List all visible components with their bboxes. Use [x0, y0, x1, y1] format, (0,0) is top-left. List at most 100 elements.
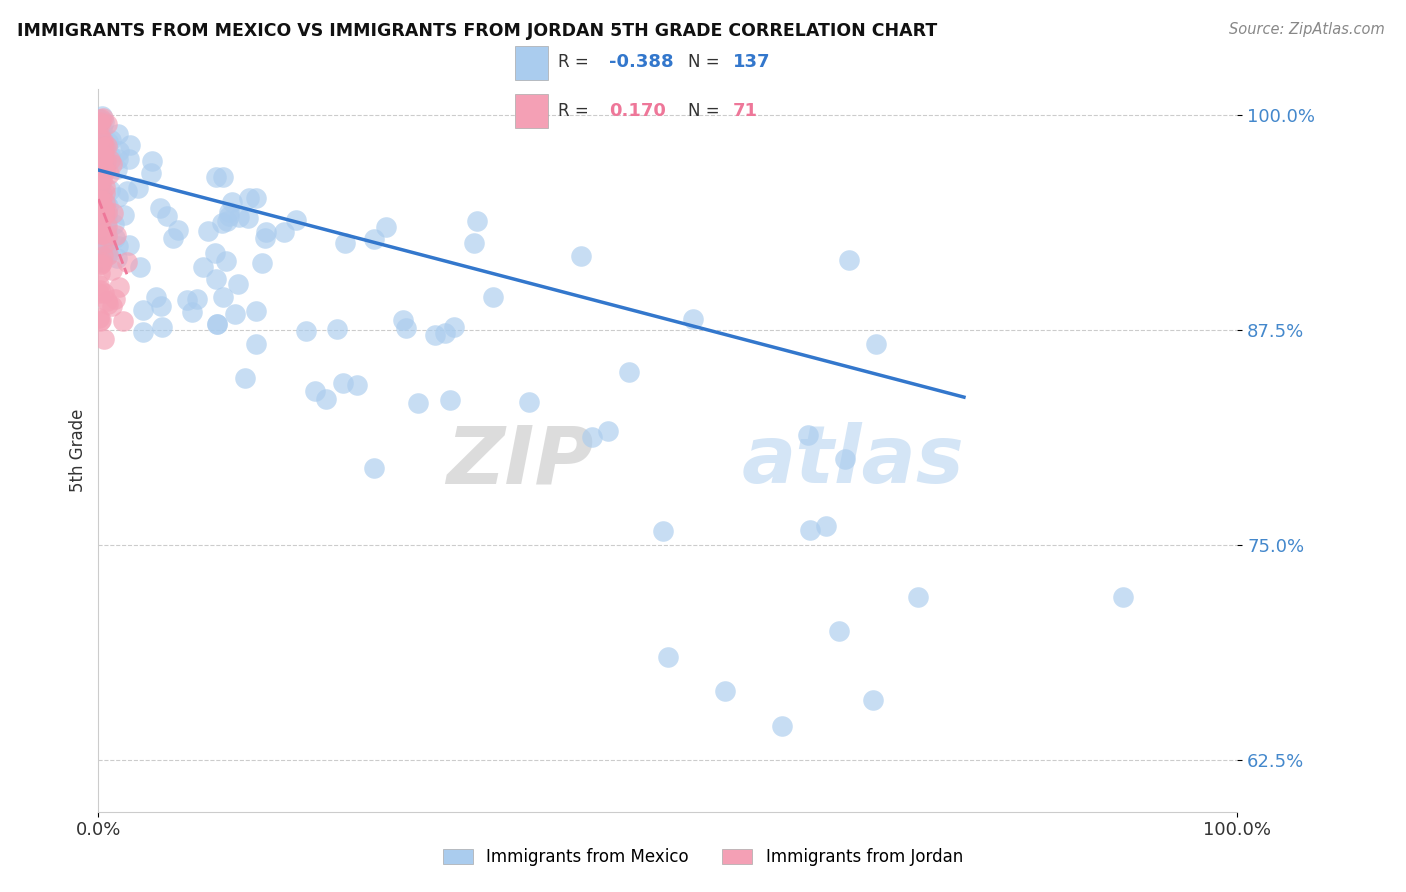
Point [221, 194, 243, 209]
Point [91, 255, 114, 269]
Point [104, 231, 127, 245]
Point [93, 136, 115, 150]
Point [93, 285, 115, 300]
Point [273, 225, 295, 239]
Point [87, 156, 110, 170]
Point [1112, 590, 1135, 604]
Point [90, 112, 112, 127]
Point [94, 223, 117, 237]
Point [94, 195, 117, 210]
Point [91, 162, 114, 177]
Text: atlas: atlas [742, 422, 965, 500]
Point [89, 146, 111, 161]
Point [90, 227, 112, 241]
Point [91, 134, 114, 148]
Text: N =: N = [688, 102, 724, 120]
Point [91, 153, 114, 167]
Point [304, 384, 326, 398]
Point [101, 262, 124, 277]
Point [117, 237, 139, 252]
Point [215, 214, 238, 228]
Point [105, 251, 128, 265]
Text: 137: 137 [733, 54, 770, 71]
Point [439, 392, 461, 407]
Point [315, 392, 337, 407]
Point [96, 208, 118, 222]
Point [218, 209, 240, 223]
Point [238, 191, 260, 205]
Point [150, 300, 173, 314]
Point [799, 523, 821, 537]
Point [127, 181, 149, 195]
Text: 71: 71 [733, 102, 758, 120]
Point [91, 140, 114, 154]
Point [89, 227, 111, 241]
Point [463, 236, 485, 251]
Point [91, 227, 114, 241]
Point [89, 266, 111, 280]
Point [325, 321, 347, 335]
Point [191, 260, 214, 275]
Point [97, 247, 120, 261]
Point [89, 151, 111, 165]
Point [89, 135, 111, 149]
Point [93, 114, 115, 128]
Text: IMMIGRANTS FROM MEXICO VS IMMIGRANTS FROM JORDAN 5TH GRADE CORRELATION CHART: IMMIGRANTS FROM MEXICO VS IMMIGRANTS FRO… [17, 22, 938, 40]
Point [90, 155, 112, 169]
Point [215, 254, 238, 268]
Point [94, 207, 117, 221]
Point [374, 220, 396, 235]
Point [218, 205, 240, 219]
Point [254, 226, 277, 240]
Text: Source: ZipAtlas.com: Source: ZipAtlas.com [1229, 22, 1385, 37]
Point [90, 219, 112, 233]
Point [797, 427, 820, 442]
Point [682, 312, 704, 326]
Point [94, 163, 117, 178]
Point [828, 624, 851, 639]
Point [770, 719, 793, 733]
Point [107, 128, 129, 142]
Point [96, 219, 118, 233]
Point [89, 255, 111, 269]
Point [105, 162, 128, 177]
Point [89, 283, 111, 297]
Point [581, 430, 603, 444]
Text: 0.170: 0.170 [609, 102, 666, 120]
Point [90, 109, 112, 123]
Point [112, 314, 135, 328]
Point [108, 144, 131, 158]
Point [657, 649, 679, 664]
Point [236, 211, 259, 226]
Point [129, 260, 152, 275]
Point [96, 228, 118, 243]
Point [141, 153, 163, 168]
Point [120, 137, 142, 152]
Point [91, 111, 114, 125]
Point [115, 254, 138, 268]
Point [569, 249, 592, 263]
Point [91, 172, 114, 186]
Point [91, 199, 114, 213]
Point [250, 256, 273, 270]
Text: R =: R = [558, 102, 593, 120]
Point [98, 147, 121, 161]
Point [98, 183, 121, 197]
Point [93, 149, 115, 163]
Point [90, 200, 112, 214]
Point [101, 156, 124, 170]
Point [98, 153, 121, 167]
Point [212, 170, 235, 185]
Legend: Immigrants from Mexico, Immigrants from Jordan: Immigrants from Mexico, Immigrants from … [436, 842, 970, 873]
Point [865, 336, 887, 351]
Point [101, 206, 124, 220]
Point [204, 245, 226, 260]
Point [89, 314, 111, 328]
Point [87, 131, 110, 145]
Point [96, 216, 118, 230]
Point [93, 202, 115, 216]
Point [363, 232, 385, 246]
Point [145, 290, 167, 304]
Point [186, 292, 208, 306]
Point [96, 138, 118, 153]
